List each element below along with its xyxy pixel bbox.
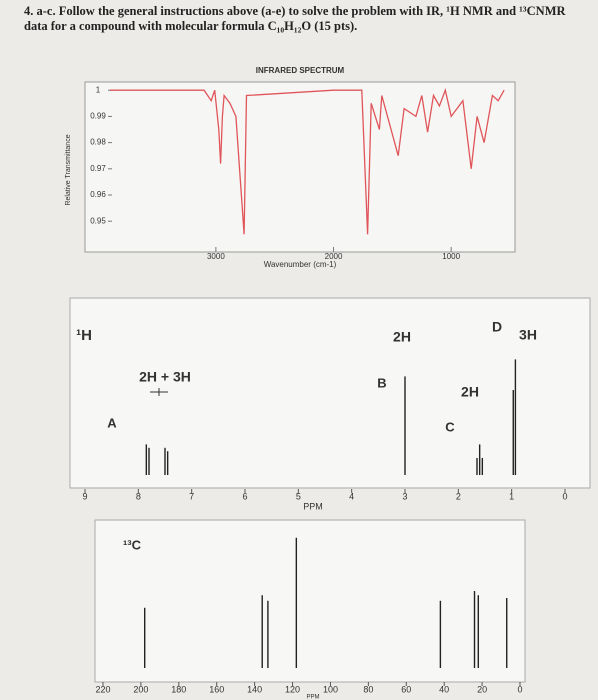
x-axis-label: PPM [306, 695, 319, 700]
c-nmr-frame [94, 519, 526, 683]
x-axis-label: Wavenumber (cm-1) [264, 260, 337, 269]
y-tick-label: 1 [96, 85, 101, 94]
peak-annotation: C [445, 419, 455, 434]
x-tick-label: 5 [296, 491, 301, 501]
x-tick-label: 1 [509, 491, 514, 501]
h-nmr-frame [69, 297, 591, 489]
x-tick-label: 100 [323, 684, 338, 694]
x-tick-label: 80 [363, 684, 373, 694]
y-tick-label: 0.98 [90, 138, 106, 147]
x-tick-label: 8 [136, 491, 141, 501]
nucleus-label: ¹H [76, 327, 92, 344]
x-tick-label: 2000 [325, 252, 343, 261]
x-tick-label: 220 [95, 684, 110, 694]
x-tick-label: 1000 [442, 252, 460, 261]
y-tick-label: 0.99 [90, 112, 106, 121]
x-tick-label: 120 [285, 684, 300, 694]
y-tick-label: 0.95 [90, 216, 106, 225]
ir-title: INFRARED SPECTRUM [256, 66, 345, 75]
x-tick-label: 9 [82, 491, 87, 501]
y-axis-label: Relative Transmittance [65, 134, 72, 205]
x-tick-label: 4 [349, 491, 354, 501]
x-tick-label: 140 [247, 684, 262, 694]
x-tick-label: 3 [402, 491, 407, 501]
ir-curve [110, 87, 505, 235]
x-tick-label: 0 [562, 491, 567, 501]
question-text: 4. a-c. Follow the general instructions … [24, 4, 566, 33]
x-tick-label: 2 [456, 491, 461, 501]
x-tick-label: 3000 [207, 252, 225, 261]
x-tick-label: 7 [189, 491, 194, 501]
nucleus-label: ¹³C [123, 537, 142, 552]
peak-annotation: 3H [519, 327, 537, 343]
y-tick-label: 0.96 [90, 190, 106, 199]
x-axis-label: PPM [303, 501, 323, 511]
x-tick-label: 200 [133, 684, 148, 694]
peak-annotation: B [377, 375, 386, 390]
x-tick-label: 180 [171, 684, 186, 694]
x-tick-label: 160 [209, 684, 224, 694]
peak-annotation: D [492, 319, 502, 335]
x-tick-label: 0 [517, 684, 522, 694]
x-tick-label: 20 [477, 684, 487, 694]
x-tick-label: 6 [242, 491, 247, 501]
x-tick-label: 60 [401, 684, 411, 694]
peak-annotation: 2H [393, 329, 411, 345]
peak-annotation: 2H + 3H [139, 369, 191, 385]
y-tick-label: 0.97 [90, 164, 106, 173]
peak-annotation: A [107, 415, 117, 430]
x-tick-label: 40 [439, 684, 449, 694]
ir-frame [84, 81, 516, 253]
peak-annotation: 2H [461, 384, 479, 400]
